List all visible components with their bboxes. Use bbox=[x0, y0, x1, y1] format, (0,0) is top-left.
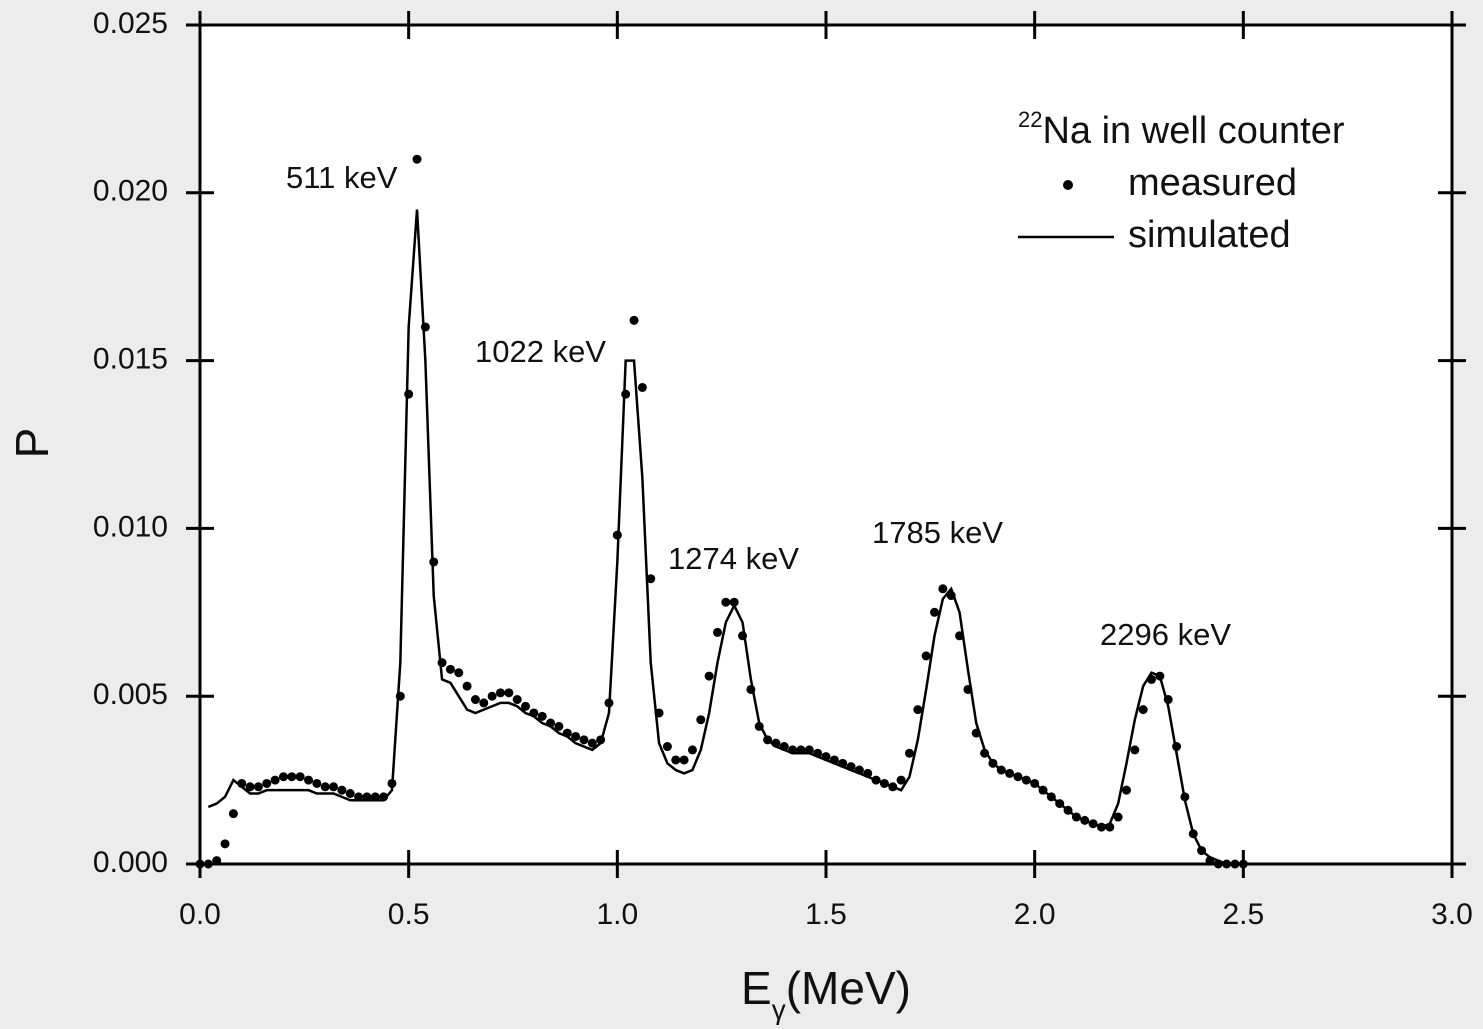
x-axis-label-main: E bbox=[741, 962, 772, 1014]
measured-point bbox=[504, 688, 514, 698]
measured-point bbox=[337, 785, 347, 795]
measured-point bbox=[679, 755, 689, 765]
measured-point bbox=[487, 691, 497, 701]
measured-point bbox=[629, 315, 639, 325]
measured-point bbox=[195, 859, 205, 869]
legend-title-text: Na in well counter bbox=[1042, 110, 1344, 152]
y-tick-label: 0.010 bbox=[93, 510, 168, 543]
y-axis-label: P bbox=[6, 428, 58, 459]
measured-point bbox=[253, 782, 263, 792]
y-tick-label: 0.005 bbox=[93, 678, 168, 711]
measured-point bbox=[921, 651, 931, 661]
measured-point bbox=[212, 856, 222, 866]
measured-point bbox=[304, 775, 314, 785]
x-tick-label: 3.0 bbox=[1431, 898, 1473, 931]
measured-point bbox=[345, 789, 355, 799]
measured-point bbox=[704, 671, 714, 681]
measured-point bbox=[521, 701, 531, 711]
measured-point bbox=[470, 695, 480, 705]
measured-point bbox=[462, 681, 472, 691]
x-axis-label: Eγ(MeV) bbox=[741, 962, 911, 1025]
measured-point bbox=[1121, 785, 1131, 795]
measured-point bbox=[278, 772, 288, 782]
measured-point bbox=[662, 742, 672, 752]
measured-point bbox=[245, 782, 255, 792]
peak-annotation: 1785 keV bbox=[872, 515, 1003, 550]
measured-point bbox=[579, 735, 589, 745]
measured-point bbox=[445, 664, 455, 674]
measured-point bbox=[930, 607, 940, 617]
x-tick-label: 0.5 bbox=[388, 898, 430, 931]
legend-marker bbox=[1063, 180, 1073, 190]
measured-point bbox=[671, 755, 681, 765]
x-axis-label-rest: (MeV) bbox=[786, 962, 911, 1014]
measured-point bbox=[262, 778, 272, 788]
x-tick-label: 2.5 bbox=[1222, 898, 1264, 931]
measured-point bbox=[938, 584, 948, 594]
measured-point bbox=[220, 839, 230, 849]
measured-point bbox=[687, 745, 697, 755]
y-tick-label: 0.025 bbox=[93, 7, 168, 40]
x-tick-label: 1.5 bbox=[805, 898, 847, 931]
measured-point bbox=[904, 748, 914, 758]
measured-point bbox=[228, 809, 238, 819]
peak-annotation: 1022 keV bbox=[475, 334, 606, 369]
legend-label: measured bbox=[1128, 162, 1297, 204]
x-tick-label: 1.0 bbox=[596, 898, 638, 931]
measured-point bbox=[621, 389, 631, 399]
legend-label: simulated bbox=[1128, 214, 1291, 256]
measured-point bbox=[712, 627, 722, 637]
y-tick-label: 0.015 bbox=[93, 343, 168, 376]
measured-point bbox=[571, 731, 581, 741]
measured-point bbox=[1113, 812, 1123, 822]
x-axis-label-subscript: γ bbox=[772, 994, 786, 1025]
measured-point bbox=[696, 715, 706, 725]
measured-point bbox=[637, 382, 647, 392]
measured-point bbox=[320, 782, 330, 792]
measured-point bbox=[1238, 859, 1248, 869]
measured-point bbox=[203, 859, 213, 869]
measured-point bbox=[329, 782, 339, 792]
measured-point bbox=[554, 721, 564, 731]
measured-point bbox=[1138, 705, 1148, 715]
measured-point bbox=[913, 705, 923, 715]
legend-title: 22Na in well counter bbox=[1018, 107, 1345, 152]
measured-point bbox=[495, 688, 505, 698]
measured-point bbox=[412, 154, 422, 164]
measured-point bbox=[1130, 745, 1140, 755]
measured-point bbox=[646, 574, 656, 584]
measured-point bbox=[287, 772, 297, 782]
y-tick-label: 0.000 bbox=[93, 846, 168, 879]
peak-annotation: 511 keV bbox=[286, 160, 398, 195]
peak-annotation: 2296 keV bbox=[1100, 617, 1231, 652]
measured-point bbox=[729, 597, 739, 607]
measured-point bbox=[587, 738, 597, 748]
simulated-line bbox=[207, 209, 1244, 866]
measured-point bbox=[512, 695, 522, 705]
measured-point bbox=[295, 772, 305, 782]
measured-point bbox=[270, 775, 280, 785]
peak-annotation: 1274 keV bbox=[668, 541, 799, 576]
measured-point bbox=[454, 668, 464, 678]
x-tick-label: 2.0 bbox=[1014, 898, 1056, 931]
measured-point bbox=[312, 778, 322, 788]
measured-point bbox=[896, 775, 906, 785]
legend-title-superscript: 22 bbox=[1018, 107, 1042, 132]
measured-point bbox=[479, 698, 489, 708]
y-tick-label: 0.020 bbox=[93, 175, 168, 208]
x-tick-label: 0.0 bbox=[179, 898, 221, 931]
measured-point bbox=[404, 389, 414, 399]
measured-point bbox=[721, 597, 731, 607]
measured-point bbox=[537, 711, 547, 721]
plot-area bbox=[198, 23, 1454, 866]
